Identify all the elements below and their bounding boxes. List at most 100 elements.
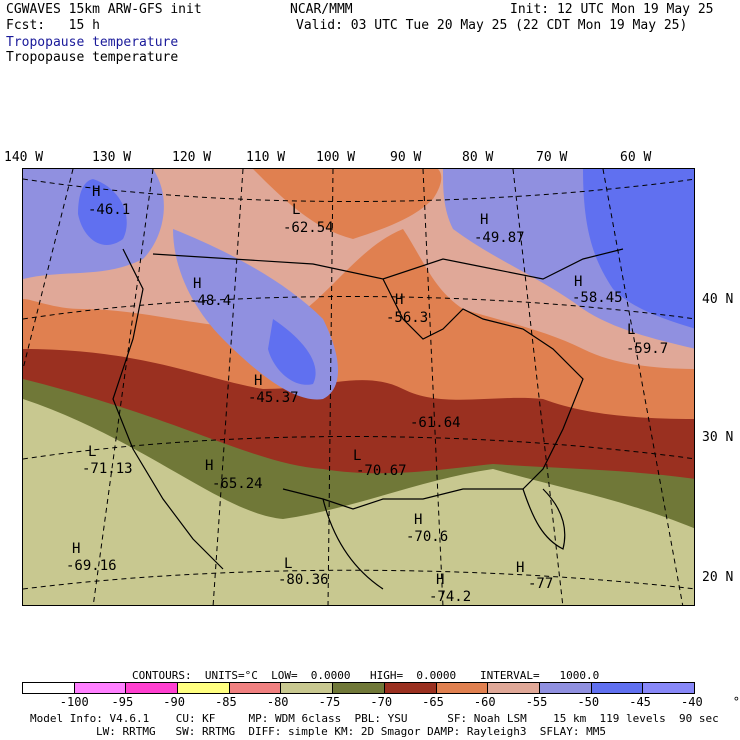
- graticule: [23, 169, 694, 605]
- legend-label: -95: [111, 695, 134, 709]
- center-type: H: [395, 292, 404, 308]
- center-type: H: [414, 512, 423, 528]
- center-marker: H: [193, 276, 201, 292]
- lat-label: 40 N: [702, 292, 734, 307]
- contours-high: HIGH= 0.0000: [370, 669, 457, 682]
- lon-label: 140 W: [4, 150, 44, 165]
- center-value: -59.7: [626, 341, 669, 357]
- center-value: -70.6: [406, 529, 449, 545]
- center-value: -58.45: [572, 290, 623, 306]
- center-value: -71.13: [82, 461, 133, 477]
- center-type: L: [292, 202, 301, 218]
- center-type: H: [480, 212, 489, 228]
- center-value: -46.1: [88, 202, 131, 218]
- forecast-hour: Fcst: 15 h: [6, 18, 100, 33]
- center-marker: H: [574, 274, 582, 290]
- center-marker: H: [436, 572, 444, 588]
- center-type: L: [627, 322, 636, 338]
- lon-label: 80 W: [462, 150, 494, 165]
- center-value: -56.3: [386, 310, 429, 326]
- center-marker: H: [480, 212, 488, 228]
- center-marker: L: [627, 322, 635, 338]
- legend-label: -100: [59, 695, 89, 709]
- legend-swatch: [591, 683, 644, 693]
- center-value: -80.36: [278, 572, 329, 588]
- center-type: H: [574, 274, 583, 290]
- center-value: -74.2: [429, 589, 472, 605]
- center-value: -69.16: [66, 558, 117, 574]
- legend-swatch: [178, 683, 230, 693]
- center-marker: L: [88, 444, 96, 460]
- center-type: L: [353, 448, 362, 464]
- legend-swatch: [229, 683, 282, 693]
- legend-swatch: [74, 683, 127, 693]
- center-value: -65.24: [212, 476, 263, 492]
- lat-label: 30 N: [702, 430, 734, 445]
- legend-label: -70: [370, 695, 393, 709]
- legend-swatch: [488, 683, 540, 693]
- lon-label: 130 W: [92, 150, 132, 165]
- legend-swatch: [436, 683, 489, 693]
- center-value: -70.67: [356, 463, 407, 479]
- model-info: Model Info: V4.6.1 CU: KF MP: WDM 6class…: [30, 712, 719, 725]
- contours-units: CONTOURS: UNITS=°C LOW= 0.0000: [132, 669, 351, 682]
- center-type: H: [72, 541, 81, 557]
- legend-swatch: [126, 683, 179, 693]
- low-pocket: [253, 169, 442, 239]
- center-marker: L: [284, 556, 292, 572]
- legend-swatch: [539, 683, 592, 693]
- center-marker: H: [72, 541, 80, 557]
- legend-swatch: [281, 683, 334, 693]
- center-marker: H: [92, 184, 100, 200]
- lon-label: 90 W: [390, 150, 422, 165]
- color-legend: [22, 682, 695, 694]
- center-type: L: [88, 444, 97, 460]
- center-marker: H: [254, 373, 262, 389]
- legend-swatch: [384, 683, 437, 693]
- legend-label: -50: [577, 695, 600, 709]
- band-minus45-central: [268, 319, 316, 385]
- field-title: Tropopause temperature: [6, 50, 179, 65]
- legend-label: -75: [318, 695, 341, 709]
- center-value: -49.87: [474, 230, 525, 246]
- lon-label: 100 W: [316, 150, 356, 165]
- center-marker: H: [395, 292, 403, 308]
- legend-label: °C: [732, 695, 740, 709]
- center-marker: H: [516, 560, 524, 576]
- center-type: L: [284, 556, 293, 572]
- center-marker: L: [292, 202, 300, 218]
- valid-time: Valid: 03 UTC Tue 20 May 25 (22 CDT Mon …: [296, 18, 688, 33]
- band-minus45-west: [78, 179, 127, 245]
- center-value: -61.64: [410, 415, 461, 431]
- center-type: H: [516, 560, 525, 576]
- center-marker: L: [353, 448, 361, 464]
- lon-label: 70 W: [536, 150, 568, 165]
- center-marker: H: [205, 458, 213, 474]
- center-marker: H: [414, 512, 422, 528]
- field-title-blue: Tropopause temperature: [6, 35, 179, 50]
- center-value: -77: [528, 576, 554, 592]
- lon-label: 120 W: [172, 150, 212, 165]
- center-value: -45.37: [248, 390, 299, 406]
- legend-label: -45: [629, 695, 651, 709]
- tropopause-temperature-map: [22, 168, 695, 606]
- init-time: Init: 12 UTC Mon 19 May 25: [510, 2, 714, 17]
- political-boundaries: [112, 248, 624, 590]
- center-value: -48.4: [189, 293, 232, 309]
- legend-label: -55: [525, 695, 548, 709]
- model-physics: LW: RRTMG SW: RRTMG DIFF: simple KM: 2D …: [96, 725, 606, 738]
- contours-interval: INTERVAL= 1000.0: [480, 669, 600, 682]
- lon-label: 60 W: [620, 150, 652, 165]
- center-type: H: [254, 373, 263, 389]
- map-field: [23, 169, 694, 605]
- model-title: CGWAVES 15km ARW-GFS init: [6, 2, 202, 17]
- legend-label: -80: [266, 695, 289, 709]
- legend-label: -60: [473, 695, 496, 709]
- center-type: H: [92, 184, 101, 200]
- legend-label: -40: [681, 695, 703, 709]
- legend-swatch: [333, 683, 385, 693]
- legend-swatch: [23, 683, 75, 693]
- legend-label: -85: [215, 695, 237, 709]
- lon-label: 110 W: [246, 150, 286, 165]
- center-type: H: [193, 276, 202, 292]
